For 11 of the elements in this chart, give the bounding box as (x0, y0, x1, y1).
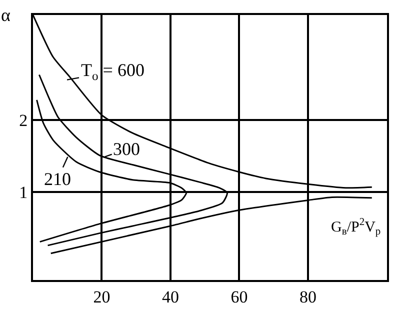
annotation: T$_{o}$ = 600 (81, 60, 144, 83)
x-tick-label: 60 (230, 287, 248, 306)
y-tick-label: 2 (19, 111, 28, 130)
x-tick-label: 80 (299, 287, 316, 306)
x-tick-label: 40 (162, 287, 179, 306)
y-axis-title: α (1, 5, 11, 25)
y-tick-label: 1 (19, 183, 28, 202)
x-tick-label: 20 (93, 287, 110, 306)
annotation: 300 (113, 139, 140, 159)
x-axis-title: G$_{в}$/P$^{2}$V$_{p}$ (331, 217, 381, 238)
annotation: 210 (44, 169, 71, 189)
